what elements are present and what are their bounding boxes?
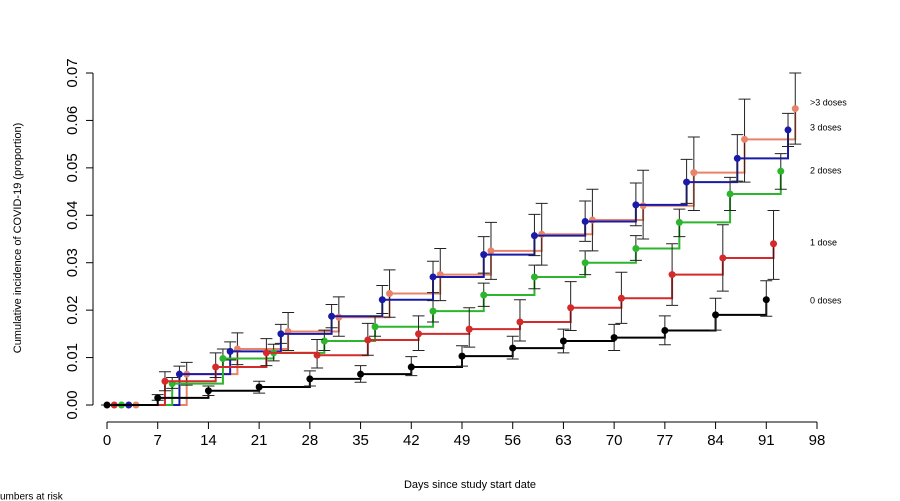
x-tick-label: 21 bbox=[251, 432, 268, 449]
point bbox=[784, 126, 792, 134]
point bbox=[465, 325, 473, 333]
point bbox=[320, 337, 328, 345]
point bbox=[480, 251, 488, 259]
y-axis-label: Cumulative incidence of COVID-19 (propor… bbox=[12, 123, 24, 354]
x-tick-label: 56 bbox=[504, 432, 521, 449]
point bbox=[378, 296, 386, 304]
point bbox=[538, 230, 546, 238]
legend-label: 3 doses bbox=[810, 122, 842, 132]
point bbox=[770, 240, 778, 248]
y-tick-label: 0.05 bbox=[64, 153, 81, 182]
point bbox=[683, 178, 691, 186]
x-tick-label: 42 bbox=[403, 432, 420, 449]
point bbox=[429, 273, 437, 281]
y-tick-label: 0.02 bbox=[64, 296, 81, 325]
point bbox=[175, 370, 183, 378]
x-tick-label: 28 bbox=[302, 432, 319, 449]
point bbox=[487, 247, 495, 255]
step-line bbox=[114, 243, 775, 406]
point bbox=[204, 387, 212, 395]
point bbox=[581, 259, 589, 267]
x-tick-label: 91 bbox=[758, 432, 775, 449]
point bbox=[530, 273, 538, 281]
point bbox=[741, 135, 749, 143]
point bbox=[313, 351, 321, 359]
point bbox=[386, 290, 394, 298]
point bbox=[364, 336, 372, 344]
point bbox=[581, 217, 589, 225]
point bbox=[161, 377, 169, 385]
point bbox=[726, 190, 734, 198]
point bbox=[661, 327, 669, 335]
point bbox=[255, 383, 263, 391]
point bbox=[154, 394, 162, 402]
point bbox=[559, 337, 567, 345]
y-tick-label: 0.07 bbox=[64, 58, 81, 87]
point bbox=[530, 232, 538, 240]
point bbox=[429, 307, 437, 315]
y-tick-label: 0.00 bbox=[64, 390, 81, 419]
x-tick-label: 35 bbox=[352, 432, 369, 449]
x-tick-label: 7 bbox=[154, 432, 162, 449]
point bbox=[480, 291, 488, 299]
point bbox=[371, 323, 379, 331]
point bbox=[516, 318, 524, 326]
point bbox=[777, 167, 785, 175]
point bbox=[262, 349, 270, 357]
point bbox=[762, 296, 770, 304]
y-tick-label: 0.06 bbox=[64, 106, 81, 135]
legend-label: 1 dose bbox=[810, 237, 837, 247]
x-tick-label: 98 bbox=[809, 432, 826, 449]
point bbox=[617, 294, 625, 302]
x-tick-label: 0 bbox=[103, 432, 111, 449]
point bbox=[306, 375, 314, 383]
legend-label: 0 doses bbox=[810, 295, 842, 305]
point bbox=[632, 244, 640, 252]
x-tick-label: 14 bbox=[200, 432, 217, 449]
y-tick-label: 0.01 bbox=[64, 343, 81, 372]
point bbox=[415, 330, 423, 338]
point bbox=[719, 254, 727, 262]
step-line bbox=[135, 108, 797, 406]
x-tick-label: 77 bbox=[657, 432, 674, 449]
point bbox=[791, 105, 799, 113]
x-tick-label: 49 bbox=[454, 432, 471, 449]
point bbox=[610, 334, 618, 342]
legend-label: >3 doses bbox=[810, 97, 847, 107]
point bbox=[632, 201, 640, 209]
x-axis-label: Days since study start date bbox=[404, 479, 536, 491]
point bbox=[690, 169, 698, 177]
point bbox=[509, 344, 517, 352]
step-line bbox=[128, 129, 790, 406]
point bbox=[458, 352, 466, 360]
legend-label: 2 doses bbox=[810, 165, 842, 175]
point bbox=[328, 312, 336, 320]
x-tick-label: 63 bbox=[555, 432, 572, 449]
x-tick-label: 84 bbox=[707, 432, 724, 449]
point bbox=[588, 216, 596, 224]
point bbox=[226, 347, 234, 355]
point bbox=[567, 304, 575, 312]
point bbox=[277, 330, 285, 338]
point bbox=[103, 401, 111, 409]
x-tick-label: 70 bbox=[606, 432, 623, 449]
point bbox=[219, 355, 227, 363]
point bbox=[712, 311, 720, 319]
point bbox=[407, 363, 415, 371]
y-tick-label: 0.04 bbox=[64, 201, 81, 230]
point bbox=[212, 363, 220, 371]
point bbox=[733, 154, 741, 162]
point bbox=[675, 218, 683, 226]
note: umbers at risk bbox=[0, 492, 64, 501]
point bbox=[357, 370, 365, 378]
point bbox=[668, 271, 676, 279]
y-tick-label: 0.03 bbox=[64, 248, 81, 277]
